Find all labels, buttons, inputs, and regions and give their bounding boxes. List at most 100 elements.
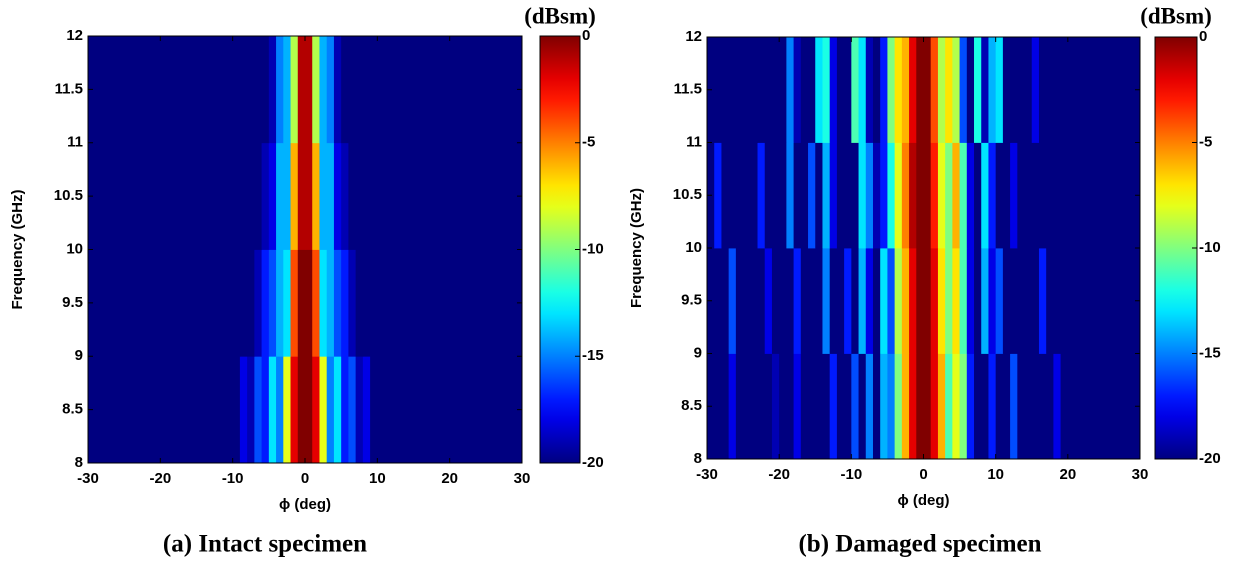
heatmap-cell — [420, 249, 429, 357]
heatmap-cell — [901, 353, 910, 459]
heatmap-cell — [1031, 142, 1040, 249]
heatmap-cell — [268, 249, 277, 357]
colorbar-tick-label: -20 — [1199, 450, 1221, 467]
heatmap-cell — [413, 142, 422, 250]
heatmap-cell — [764, 353, 773, 459]
heatmap-cell — [865, 37, 874, 143]
x-tick-label: 0 — [919, 466, 927, 483]
heatmap-cell — [974, 142, 982, 249]
heatmap-cell — [916, 37, 924, 143]
x-tick-label: 30 — [1132, 466, 1149, 483]
heatmap-cell — [829, 37, 838, 143]
heatmap-cell — [995, 353, 1004, 459]
heatmap-cell — [507, 36, 516, 144]
heatmap-cell — [124, 356, 132, 463]
heatmap-cell — [800, 142, 809, 249]
heatmap-cell — [116, 36, 125, 144]
heatmap-cell — [153, 142, 161, 250]
heatmap-cell — [485, 249, 494, 357]
heatmap-cell — [362, 36, 371, 144]
heatmap-cell — [174, 36, 183, 144]
heatmap-cell — [1010, 37, 1018, 143]
heatmap-cell — [261, 36, 270, 144]
y-axis-label: Frequency (GHz) — [9, 189, 26, 309]
heatmap-cell — [966, 142, 975, 249]
heatmap-cell — [326, 356, 335, 463]
y-tick-label: 10 — [685, 239, 702, 256]
heatmap-cell — [420, 356, 429, 463]
heatmap-cell — [1096, 37, 1105, 143]
heatmap-cell — [1053, 142, 1062, 249]
heatmap-cell — [959, 37, 968, 143]
heatmap-cell — [370, 249, 378, 357]
heatmap-cell — [153, 36, 161, 144]
heatmap-cell — [341, 356, 349, 463]
heatmap-cell — [124, 36, 132, 144]
heatmap-cell — [844, 37, 852, 143]
heatmap-cell — [319, 36, 328, 144]
heatmap-cell — [138, 249, 147, 357]
heatmap-cell — [348, 36, 357, 144]
heatmap-cell — [420, 36, 429, 144]
heatmap-cell — [189, 142, 197, 250]
heatmap-cell — [435, 142, 443, 250]
heatmap-cell — [333, 249, 342, 357]
heatmap-cell — [471, 356, 479, 463]
heatmap-cell — [1053, 353, 1062, 459]
caption: (a) Intact specimen — [163, 531, 367, 558]
heatmap-cell — [1111, 142, 1119, 249]
heatmap-cell — [297, 36, 306, 144]
heatmap-cell — [728, 142, 737, 249]
heatmap-cell — [210, 356, 219, 463]
heatmap-cell — [138, 36, 147, 144]
x-tick-label: -30 — [696, 466, 718, 483]
heatmap-cell — [261, 142, 270, 250]
heatmap-cell — [764, 248, 773, 354]
x-axis-label: ϕ (deg) — [279, 496, 331, 513]
heatmap-cell — [851, 142, 859, 249]
heatmap-cell — [872, 142, 881, 249]
heatmap-cell — [232, 142, 241, 250]
caption: (b) Damaged specimen — [798, 531, 1041, 558]
heatmap-cell — [930, 37, 939, 143]
heatmap-cell — [413, 356, 422, 463]
heatmap-cell — [478, 356, 487, 463]
heatmap-cell — [399, 142, 407, 250]
heatmap-cell — [384, 142, 393, 250]
heatmap-cell — [283, 36, 291, 144]
heatmap-cell — [909, 353, 917, 459]
heatmap-cell — [728, 248, 737, 354]
heatmap-cell — [1060, 248, 1069, 354]
heatmap-cell — [822, 248, 831, 354]
heatmap-cell — [858, 248, 867, 354]
heatmap-cell — [959, 353, 968, 459]
heatmap-cell — [413, 36, 422, 144]
heatmap-cell — [981, 248, 989, 354]
heatmap-cell — [901, 142, 910, 249]
heatmap-cell — [247, 356, 255, 463]
heatmap-cell — [370, 356, 378, 463]
y-tick-label: 10.5 — [673, 186, 702, 203]
heatmap-cell — [203, 142, 212, 250]
heatmap-cell — [305, 356, 313, 463]
heatmap-cell — [1031, 37, 1040, 143]
heatmap-cell — [362, 142, 371, 250]
heatmap-cell — [974, 248, 982, 354]
heatmap-cell — [276, 36, 284, 144]
heatmap-cell — [1002, 353, 1011, 459]
heatmap-cell — [1010, 248, 1018, 354]
colorbar-tick-label: -10 — [1199, 239, 1221, 256]
heatmap-cell — [464, 356, 472, 463]
heatmap-cell — [124, 249, 132, 357]
heatmap-cell — [952, 37, 960, 143]
plot-area — [88, 36, 522, 463]
heatmap-cell — [391, 142, 400, 250]
heatmap-cell — [145, 356, 154, 463]
heatmap-cell — [937, 248, 946, 354]
heatmap-cell — [771, 142, 780, 249]
heatmap-cell — [714, 353, 722, 459]
heatmap-cell — [116, 356, 125, 463]
y-tick-label: 9 — [694, 344, 702, 361]
x-axis-label: ϕ (deg) — [897, 492, 949, 509]
heatmap-cell — [836, 37, 845, 143]
